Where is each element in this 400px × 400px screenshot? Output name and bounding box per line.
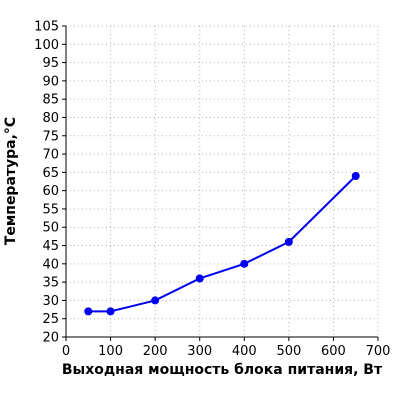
y-tick-label: 65: [42, 166, 59, 181]
axes: [65, 26, 378, 338]
series-group: [84, 172, 360, 316]
x-tick-label: 0: [62, 344, 70, 359]
x-tick-label: 400: [232, 344, 257, 359]
data-point: [151, 296, 160, 305]
data-point: [195, 274, 204, 283]
x-tick-label: 100: [98, 344, 123, 359]
y-tick-label: 70: [42, 148, 59, 163]
series-line: [88, 175, 357, 313]
x-tick-label: 700: [366, 344, 391, 359]
y-tick-label: 75: [42, 129, 59, 144]
y-tick-label: 50: [42, 221, 59, 236]
y-tick-label: 35: [42, 276, 59, 291]
y-tick-label: 40: [42, 257, 59, 272]
y-tick-label: 45: [42, 239, 59, 254]
y-axis-title: Температура,°C: [3, 117, 19, 245]
data-point: [284, 237, 293, 246]
y-tick-label: 90: [42, 74, 59, 89]
x-tick-label: 300: [187, 344, 212, 359]
x-tick-label: 200: [143, 344, 168, 359]
x-axis-title: Выходная мощность блока питания, Вт: [62, 362, 383, 378]
data-point: [106, 307, 115, 316]
data-point: [84, 307, 93, 316]
x-ticks: 0 100 200 300 400 500 600 700: [62, 337, 391, 359]
y-tick-label: 20: [42, 331, 59, 346]
y-tick-label: 60: [42, 184, 59, 199]
data-point: [240, 259, 249, 268]
y-ticks: 20 25 30 35 40 45 50 55 60 65 70 75 80 85 90 95 100 105: [34, 20, 66, 346]
y-tick-label: 30: [42, 294, 59, 309]
y-tick-label: 100: [34, 38, 59, 53]
y-tick-label: 105: [34, 20, 59, 35]
data-point: [351, 172, 360, 181]
y-tick-label: 55: [42, 202, 59, 217]
y-tick-label: 25: [42, 312, 59, 327]
grid: [66, 25, 379, 337]
y-tick-label: 95: [42, 56, 59, 71]
x-tick-label: 600: [321, 344, 346, 359]
y-tick-label: 85: [42, 93, 59, 108]
y-tick-label: 80: [42, 111, 59, 126]
x-tick-label: 500: [276, 344, 301, 359]
